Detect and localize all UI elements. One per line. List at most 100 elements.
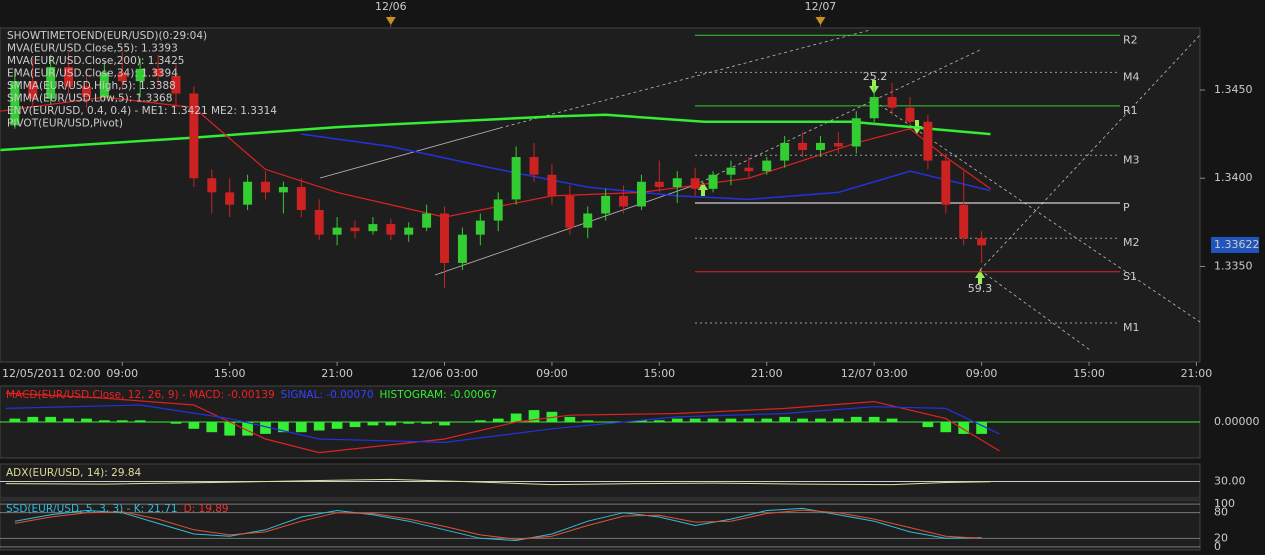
pivot-label: M4: [1123, 70, 1140, 83]
histogram-bar: [349, 422, 361, 428]
histogram-bar: [99, 420, 110, 422]
y-tick-label: 100: [1214, 497, 1235, 510]
histogram-bar: [313, 422, 325, 431]
histogram-bar: [278, 422, 289, 433]
candle-body: [601, 195, 611, 214]
candle-body: [636, 181, 646, 207]
indicator-line: [14, 509, 982, 540]
candle-body: [261, 181, 270, 193]
legend-entry: SIGNAL: -0.00070: [281, 389, 374, 401]
histogram-bar: [922, 422, 934, 428]
histogram-bar: [815, 418, 826, 422]
candle-body: [386, 224, 396, 235]
histogram-bar: [976, 422, 987, 434]
x-tick-label: 15:00: [1073, 367, 1105, 380]
histogram-bar: [385, 422, 397, 426]
candle-body: [332, 227, 342, 235]
trend-lines: [319, 29, 1201, 351]
y-tick-label: 1.3400: [1214, 171, 1253, 184]
histogram-bar: [958, 422, 970, 434]
indicator-line: [5, 392, 1000, 454]
y-tick-label: 1.3450: [1214, 83, 1253, 96]
candle-body: [422, 213, 432, 228]
x-tick-label: 09:00: [106, 367, 138, 380]
histogram-bar: [582, 420, 594, 422]
histogram-bar: [403, 422, 415, 424]
candle-body: [46, 67, 56, 99]
histogram-bar: [170, 422, 182, 424]
histogram-bar: [886, 418, 898, 422]
trend-line: [434, 184, 696, 276]
candle-body: [690, 178, 700, 189]
histogram-bar: [188, 422, 200, 429]
annotation: 25.2: [863, 70, 888, 83]
indicator-line: [5, 478, 991, 486]
candle-body: [117, 72, 127, 82]
candle-body: [10, 81, 20, 126]
legend: MACD(EUR/USD.Close, 12, 26, 9) - MACD: -…: [6, 389, 497, 401]
legend-entry: ENV(EUR/USD, 0.4, 0.4) - ME1: 1.3421 ME2…: [7, 105, 277, 117]
candle-body: [565, 195, 575, 228]
annotation: 59.3: [968, 282, 993, 295]
x-tick-label: 09:00: [966, 367, 998, 380]
candle-body: [64, 67, 74, 87]
candle-body: [780, 142, 790, 161]
pivot-label: R1: [1123, 104, 1138, 117]
candle-body: [457, 234, 467, 263]
histogram-bar: [295, 422, 307, 433]
histogram-bar: [474, 420, 486, 422]
up-arrow: [975, 270, 985, 284]
candle-body: [475, 220, 485, 235]
histogram-bar: [725, 418, 737, 422]
histogram-bar: [653, 420, 665, 422]
indicator-line: [5, 404, 1000, 444]
histogram-bar: [564, 416, 576, 422]
candle-body: [207, 178, 217, 193]
candle-body: [440, 213, 449, 263]
candle-body: [547, 174, 557, 196]
candle-body: [28, 81, 38, 99]
candle-body: [833, 142, 843, 147]
candle-body: [99, 72, 109, 98]
candle-body: [708, 174, 718, 189]
candle-body: [726, 167, 736, 175]
histogram-bar: [242, 422, 253, 436]
histogram-bar: [367, 422, 379, 426]
legend-entry: MACD(EUR/USD.Close, 12, 26, 9) - MACD: -…: [6, 389, 275, 401]
candle-body: [171, 75, 181, 94]
trend-line: [499, 29, 871, 129]
candle-body: [905, 107, 915, 122]
histogram-bar: [116, 420, 128, 422]
histogram-bar: [833, 418, 844, 422]
histogram-bar: [439, 422, 450, 426]
candle-body: [278, 187, 288, 193]
legend-entry: HISTOGRAM: -0.00067: [380, 389, 498, 401]
date-marker: [385, 17, 396, 25]
y-tick-label: 80: [1214, 506, 1228, 519]
legend-entry: MVA(EUR/USD.Close,55): 1.3393: [7, 43, 178, 55]
histogram-bar: [9, 418, 21, 422]
x-tick-label: 15:00: [643, 367, 675, 380]
ssd-panel: [0, 499, 1201, 551]
histogram-bar: [868, 416, 880, 422]
legend-entry: SMMA(EUR/USD.Low,5): 1.3368: [7, 93, 172, 105]
histogram-bar: [260, 422, 271, 434]
histogram-bar: [636, 420, 647, 422]
histogram-bar: [27, 416, 39, 422]
candle-body: [619, 195, 629, 207]
candle-body: [654, 181, 664, 188]
trend-line: [979, 269, 1091, 351]
indicator-line: [0, 113, 991, 152]
legend-entry: PIVOT(EUR/USD,Pivot): [7, 118, 123, 130]
trend-line: [319, 127, 501, 179]
candle-body: [744, 167, 754, 172]
candle-body: [404, 227, 414, 235]
trend-line: [694, 49, 981, 186]
last-price-label: 1.33622: [1214, 238, 1260, 251]
candle-body: [672, 178, 682, 188]
candle-body: [189, 93, 199, 179]
date-marker: [815, 17, 826, 25]
x-tick-label: 12/06 03:00: [411, 367, 478, 380]
candle-body: [296, 187, 306, 210]
